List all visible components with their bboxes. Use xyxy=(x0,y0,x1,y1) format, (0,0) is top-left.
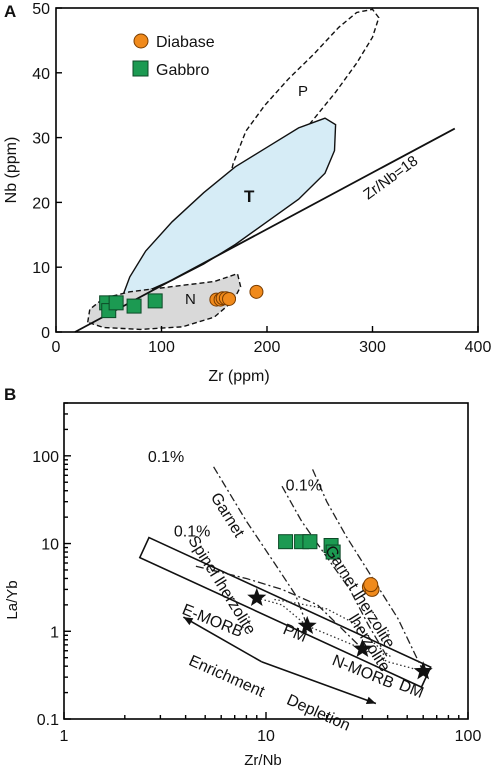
a-ytick-label-0: 0 xyxy=(41,325,50,342)
b-annotation-10: DM xyxy=(396,677,425,702)
trend-arrow-head-0 xyxy=(183,617,194,626)
melting-curve-0 xyxy=(213,466,308,627)
b-ytick-label-100: 100 xyxy=(32,449,59,466)
field-t-outline xyxy=(121,117,337,298)
b-ytick-label-0.1: 0.1 xyxy=(37,712,59,729)
a-ytick-label-40: 40 xyxy=(32,66,50,83)
b-gabbro-point-0 xyxy=(278,534,294,550)
a-ytick-label-20: 20 xyxy=(32,195,50,212)
diabase-point-4 xyxy=(222,291,237,306)
legend-diabase-label: Diabase xyxy=(156,34,215,51)
melting-curve-3 xyxy=(281,485,389,659)
panel-b-points xyxy=(247,534,433,680)
b-gabbro-point-4 xyxy=(325,544,341,560)
b-annotation-1: 0.1% xyxy=(286,478,322,495)
panel-b-frame xyxy=(63,402,469,720)
panel-b-curves xyxy=(195,466,424,672)
panel-b-ylabel: La/Yb xyxy=(4,580,21,619)
legend: Diabase Gabbro xyxy=(132,33,215,79)
panel-b-xlabel: Zr/Nb xyxy=(244,752,282,769)
trend-arrow-shaft-1 xyxy=(261,660,377,705)
diabase-point-5 xyxy=(249,284,264,299)
b-ytick-label-1: 1 xyxy=(50,624,59,641)
gabbro-point-4 xyxy=(147,293,163,309)
gabbro-point-3 xyxy=(126,298,142,314)
b-gabbro-point-2 xyxy=(302,534,318,550)
trend-arrow-head-1 xyxy=(365,696,376,705)
legend-diabase-marker xyxy=(133,33,149,49)
b-annotation-11: Enrichment xyxy=(186,652,267,701)
dotted-curve-0 xyxy=(256,597,424,672)
b-xtick-label-1: 1 xyxy=(60,728,69,745)
reservoir-star-2 xyxy=(352,638,372,657)
field-t-label: T xyxy=(244,187,255,206)
a-xtick-label-100: 100 xyxy=(148,339,175,356)
panel-a-points xyxy=(99,284,264,319)
b-diabase-point-2 xyxy=(363,577,379,593)
panel-a-label: A xyxy=(4,2,16,21)
panel-a-ylabel: Nb (ppm) xyxy=(3,137,20,204)
legend-gabbro-label: Gabbro xyxy=(156,62,209,79)
b-xtick-label-10: 10 xyxy=(257,728,275,745)
reservoir-star-3 xyxy=(413,661,433,680)
panel-a-ticks: 0 100 200 300 400 0 10 20 30 40 50 xyxy=(32,1,491,356)
a-xtick-label-200: 200 xyxy=(254,339,281,356)
panel-a-fields xyxy=(86,8,380,331)
a-ytick-label-10: 10 xyxy=(32,260,50,277)
b-xtick-label-100: 100 xyxy=(455,728,482,745)
panel-b-arrows xyxy=(182,616,377,705)
panel-b-label: B xyxy=(4,385,16,404)
melting-curve-2 xyxy=(312,469,424,672)
melting-curve-1 xyxy=(195,565,363,650)
reservoir-star-0 xyxy=(247,587,267,606)
b-annotation-3: Garnet xyxy=(207,490,248,541)
trend-arrow-shaft-0 xyxy=(182,616,262,663)
reservoir-star-1 xyxy=(297,615,317,634)
b-annotation-12: Depletion xyxy=(284,692,353,735)
panel-a: A 0 100 200 300 400 0 10 20 30 40 50 T P N Zr/Nb=1… xyxy=(3,1,491,385)
panel-a-lines xyxy=(74,127,456,333)
b-annotation-2: 0.1% xyxy=(174,524,210,541)
zr-nb-18-line xyxy=(74,127,456,333)
ref-line-label: Zr/Nb=18 xyxy=(360,152,421,203)
legend-gabbro-marker xyxy=(132,60,149,77)
gabbro-point-2 xyxy=(108,295,124,311)
field-n-label: N xyxy=(185,291,196,308)
b-ytick-label-10: 10 xyxy=(41,537,59,554)
b-annotation-0: 0.1% xyxy=(148,449,184,466)
a-xtick-label-400: 400 xyxy=(465,339,492,356)
a-xtick-label-300: 300 xyxy=(359,339,386,356)
panel-a-xlabel: Zr (ppm) xyxy=(208,368,269,385)
a-ytick-label-30: 30 xyxy=(32,131,50,148)
a-ytick-label-50: 50 xyxy=(32,1,50,18)
field-p-label: P xyxy=(298,83,308,100)
a-xtick-label-0: 0 xyxy=(52,339,61,356)
